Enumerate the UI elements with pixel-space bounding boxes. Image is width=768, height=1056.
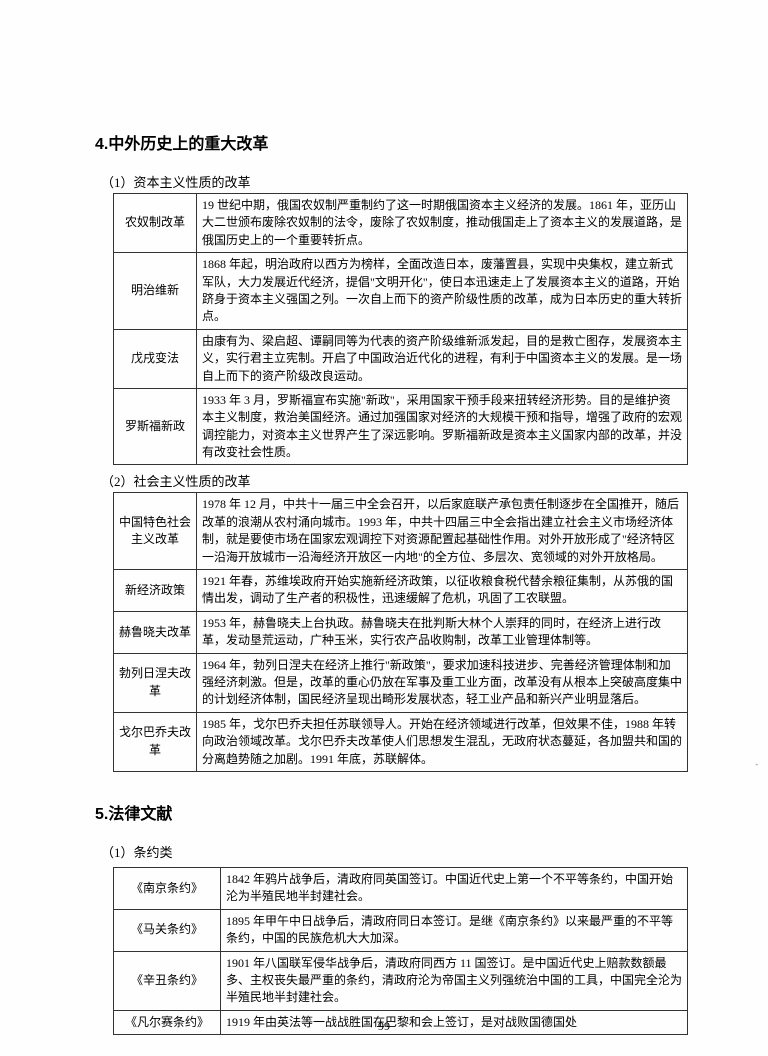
table-socialist-reforms: 中国特色社会主义改革 1978 年 12 月，中共十一届三中全会召开，以后家庭联… xyxy=(113,492,688,771)
table-row: 罗斯福新政 1933 年 3 月，罗斯福宣布实施"新政"，采用国家干预手段来扭转… xyxy=(114,388,688,465)
row-label: 《辛丑条约》 xyxy=(114,951,221,1010)
row-label: 赫鲁晓夫改革 xyxy=(114,611,197,653)
row-label: 勃列日涅夫改革 xyxy=(114,653,197,712)
row-label: 戈尔巴乔夫改革 xyxy=(114,712,197,771)
row-text: 1978 年 12 月，中共十一届三中全会召开，以后家庭联产承包责任制逐步在全国… xyxy=(197,493,688,570)
section-4-title: 4.中外历史上的重大改革 xyxy=(95,130,688,154)
row-label: 戊戌变法 xyxy=(114,329,197,388)
row-text: 1921 年春，苏维埃政府开始实施新经济政策，以征收粮食税代替余粮征集制，从苏俄… xyxy=(197,570,688,612)
table-row: 农奴制改革 19 世纪中期，俄国农奴制严重制约了这一时期俄国资本主义经济的发展。… xyxy=(114,194,688,253)
row-label: 新经济政策 xyxy=(114,570,197,612)
row-text: 1953 年，赫鲁晓夫上台执政。赫鲁晓夫在批判斯大林个人崇拜的同时，在经济上进行… xyxy=(197,611,688,653)
row-label: 《马关条约》 xyxy=(114,909,221,951)
row-label: 明治维新 xyxy=(114,253,197,330)
row-text: 1868 年起，明治政府以西方为榜样，全面改造日本，废藩置县，实现中央集权，建立… xyxy=(197,253,688,330)
section-4-sub2: （2）社会主义性质的改革 xyxy=(101,471,688,490)
row-label: 《南京条约》 xyxy=(114,867,221,909)
table-row: 中国特色社会主义改革 1978 年 12 月，中共十一届三中全会召开，以后家庭联… xyxy=(114,493,688,570)
table-row: 新经济政策 1921 年春，苏维埃政府开始实施新经济政策，以征收粮食税代替余粮征… xyxy=(114,570,688,612)
table-row: 戊戌变法 由康有为、梁启超、谭嗣同等为代表的资产阶级维新派发起，目的是救亡图存，… xyxy=(114,329,688,388)
table-row: 戈尔巴乔夫改革 1985 年，戈尔巴乔夫担任苏联领导人。开始在经济领域进行改革，… xyxy=(114,712,688,771)
table-row: 勃列日涅夫改革 1964 年，勃列日涅夫在经济上推行"新政策"，要求加速科技进步… xyxy=(114,653,688,712)
table-row: 《马关条约》 1895 年甲午中日战争后，清政府同日本签订。是继《南京条约》以来… xyxy=(114,909,688,951)
row-text: 19 世纪中期，俄国农奴制严重制约了这一时期俄国资本主义经济的发展。1861 年… xyxy=(197,194,688,253)
row-text: 1964 年，勃列日涅夫在经济上推行"新政策"，要求加速科技进步、完善经济管理体… xyxy=(197,653,688,712)
table-row: 明治维新 1868 年起，明治政府以西方为榜样，全面改造日本，废藩置县，实现中央… xyxy=(114,253,688,330)
row-text: 1842 年鸦片战争后，清政府同英国签订。中国近代史上第一个不平等条约，中国开始… xyxy=(221,867,688,909)
section-4-sub1: （1）资本主义性质的改革 xyxy=(101,172,688,191)
row-label: 中国特色社会主义改革 xyxy=(114,493,197,570)
page-number: 99 xyxy=(0,1019,768,1034)
row-text: 1933 年 3 月，罗斯福宣布实施"新政"，采用国家干预手段来扭转经济形势。目… xyxy=(197,388,688,465)
table-row: 《辛丑条约》 1901 年八国联军侵华战争后，清政府同西方 11 国签订。是中国… xyxy=(114,951,688,1010)
row-text: 1985 年，戈尔巴乔夫担任苏联领导人。开始在经济领域进行改革，但效果不佳，19… xyxy=(197,712,688,771)
section-5-title: 5.法律文献 xyxy=(95,800,688,824)
row-label: 罗斯福新政 xyxy=(114,388,197,465)
table-treaties: 《南京条约》 1842 年鸦片战争后，清政府同英国签订。中国近代史上第一个不平等… xyxy=(113,867,688,1035)
table-row: 赫鲁晓夫改革 1953 年，赫鲁晓夫上台执政。赫鲁晓夫在批判斯大林个人崇拜的同时… xyxy=(114,611,688,653)
row-label: 农奴制改革 xyxy=(114,194,197,253)
row-text: 由康有为、梁启超、谭嗣同等为代表的资产阶级维新派发起，目的是救亡图存，发展资本主… xyxy=(197,329,688,388)
document-page: 4.中外历史上的重大改革 （1）资本主义性质的改革 农奴制改革 19 世纪中期，… xyxy=(0,0,768,1056)
section-5-sub1: （1）条约类 xyxy=(101,842,688,861)
table-capitalist-reforms: 农奴制改革 19 世纪中期，俄国农奴制严重制约了这一时期俄国资本主义经济的发展。… xyxy=(113,193,688,465)
row-text: 1895 年甲午中日战争后，清政府同日本签订。是继《南京条约》以来最严重的不平等… xyxy=(221,909,688,951)
row-text: 1901 年八国联军侵华战争后，清政府同西方 11 国签订。是中国近代史上赔款数… xyxy=(221,951,688,1010)
margin-mark: - xyxy=(755,760,758,769)
table-row: 《南京条约》 1842 年鸦片战争后，清政府同英国签订。中国近代史上第一个不平等… xyxy=(114,867,688,909)
